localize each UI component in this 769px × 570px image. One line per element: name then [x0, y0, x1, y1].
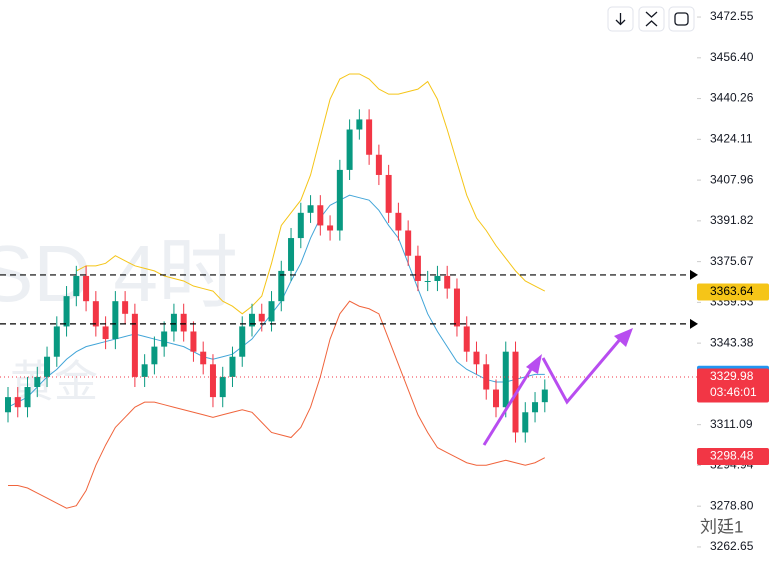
annotation-arrows — [482, 328, 633, 446]
fullscreen-button[interactable] — [668, 6, 695, 32]
price-badge — [697, 283, 769, 301]
toolbar — [607, 6, 695, 32]
candle-body — [297, 212, 304, 239]
candle-body — [122, 301, 129, 314]
candle-body — [24, 387, 31, 408]
y-tick-label: 3262.65 — [710, 539, 754, 553]
candle-body — [92, 301, 99, 327]
candle-body — [424, 280, 431, 282]
arrow — [482, 365, 535, 446]
candle-body — [200, 351, 207, 365]
candle-body — [493, 389, 499, 408]
y-tick-label: 3440.26 — [710, 91, 754, 105]
candle-body — [229, 356, 236, 377]
candle-body — [151, 346, 158, 365]
y-tick-label: 3375.67 — [710, 254, 754, 268]
candle-body — [463, 326, 470, 352]
candle-body — [366, 119, 373, 155]
candle-body — [327, 225, 334, 231]
level-marker — [690, 269, 698, 280]
candle-body — [53, 326, 60, 357]
candle-body — [34, 376, 41, 388]
candle-body — [161, 331, 168, 347]
icon — [615, 13, 626, 26]
candle-body — [268, 301, 275, 322]
candle-body — [522, 412, 529, 433]
level-marker — [690, 318, 698, 329]
countdown-label: 03:46:01 — [710, 385, 757, 399]
y-tick-label: 3311.09 — [710, 417, 753, 431]
candle-body — [249, 313, 255, 327]
candle-body — [131, 313, 138, 377]
candle-body — [73, 275, 80, 297]
price-axis: 3472.55 3456.40 3440.26 3424.11 3407.96 3391.… — [697, 9, 769, 553]
plot-area — [0, 73, 698, 509]
price-badge-label: 3329.98 — [710, 369, 754, 383]
candle-body — [375, 154, 382, 175]
candle-body — [44, 356, 51, 377]
band-line — [8, 300, 546, 509]
candle-body — [63, 296, 70, 327]
candle-body — [209, 364, 216, 398]
band-line — [76, 73, 546, 315]
candle-body — [170, 313, 177, 332]
candle-body — [541, 389, 548, 403]
price-badge — [697, 368, 769, 403]
candle-body — [395, 212, 402, 231]
candle-body — [483, 364, 490, 390]
watermark: SD 4时 — [0, 229, 238, 318]
candle-body — [532, 402, 539, 413]
y-tick-label: 3391.82 — [710, 213, 754, 227]
candle-body — [190, 331, 197, 352]
candle-body — [453, 288, 460, 327]
credit: 刘廷1 — [700, 517, 743, 536]
collapse-button[interactable] — [638, 6, 665, 32]
candle-body — [112, 301, 119, 340]
price-badge-label: 3298.48 — [710, 449, 754, 463]
candle-body — [434, 275, 441, 281]
icon — [645, 11, 658, 27]
candle-body — [473, 351, 480, 365]
candle-body — [356, 119, 363, 130]
candle-body — [258, 313, 265, 322]
candle-body — [414, 255, 421, 281]
price-badge — [697, 447, 769, 465]
icon — [674, 12, 689, 26]
arrow-head — [614, 328, 633, 347]
candle-body — [102, 326, 109, 340]
candle-body — [239, 326, 246, 357]
arrow-head — [526, 354, 542, 374]
candle-body — [405, 230, 412, 256]
candle-body — [288, 238, 295, 271]
candle-body — [219, 376, 226, 398]
candle-body — [346, 129, 353, 170]
candle-body — [307, 205, 314, 213]
candle-body — [336, 169, 343, 231]
candle-body — [444, 275, 451, 289]
y-tick-label: 3456.40 — [710, 50, 754, 64]
candle-body — [5, 397, 11, 413]
y-tick-label: 3424.11 — [710, 132, 753, 146]
candle-body — [317, 205, 324, 226]
candle-body — [141, 364, 148, 377]
candle-body — [278, 270, 285, 302]
candle-body — [502, 351, 509, 408]
y-tick-label: 3343.38 — [710, 335, 754, 349]
y-tick-label: 3472.55 — [710, 9, 754, 23]
candle-body — [83, 275, 90, 302]
candle-body — [14, 397, 21, 408]
candle-body — [385, 174, 392, 213]
y-tick-label: 3407.96 — [710, 172, 754, 186]
y-tick-label: 3278.80 — [710, 498, 754, 512]
band-line — [7, 194, 545, 408]
price-badge-label: 3363.64 — [710, 284, 754, 298]
candle-body — [180, 313, 187, 332]
arrow — [541, 336, 624, 405]
